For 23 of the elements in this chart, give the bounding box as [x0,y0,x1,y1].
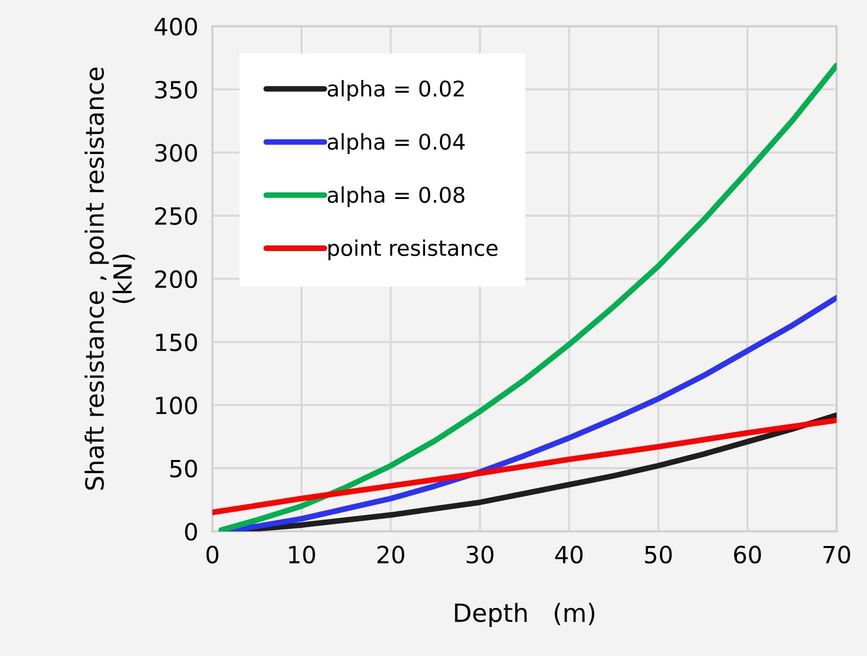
x-tick-label: 30 [466,546,494,564]
legend-label: point resistance [328,239,498,260]
y-axis-title: Shaft resistance , point resistance (kN) [84,68,135,490]
legend-label: alpha = 0.02 [328,80,464,101]
y-tick-label: 0 [185,522,197,541]
x-tick-label: 50 [645,546,672,564]
x-tick-label: 70 [824,546,850,564]
y-tick-label: 300 [155,144,197,162]
y-tick-label: 100 [156,396,197,414]
x-tick-label: 0 [206,546,218,564]
y-tick-label: 250 [155,207,197,225]
x-tick-label: 10 [289,546,316,564]
y-tick-label: 50 [170,460,197,478]
x-tick-label: 40 [555,546,583,564]
y-tick-label: 150 [156,333,197,352]
y-tick-label: 350 [155,80,197,99]
legend-label: alpha = 0.08 [328,186,464,208]
legend-label: alpha = 0.04 [328,133,465,154]
x-tick-label: 60 [734,546,761,564]
x-tick-label: 20 [377,546,404,564]
x-axis-title: Depth (m) [455,602,594,628]
y-tick-label: 200 [155,270,197,288]
y-tick-label: 400 [154,18,197,36]
